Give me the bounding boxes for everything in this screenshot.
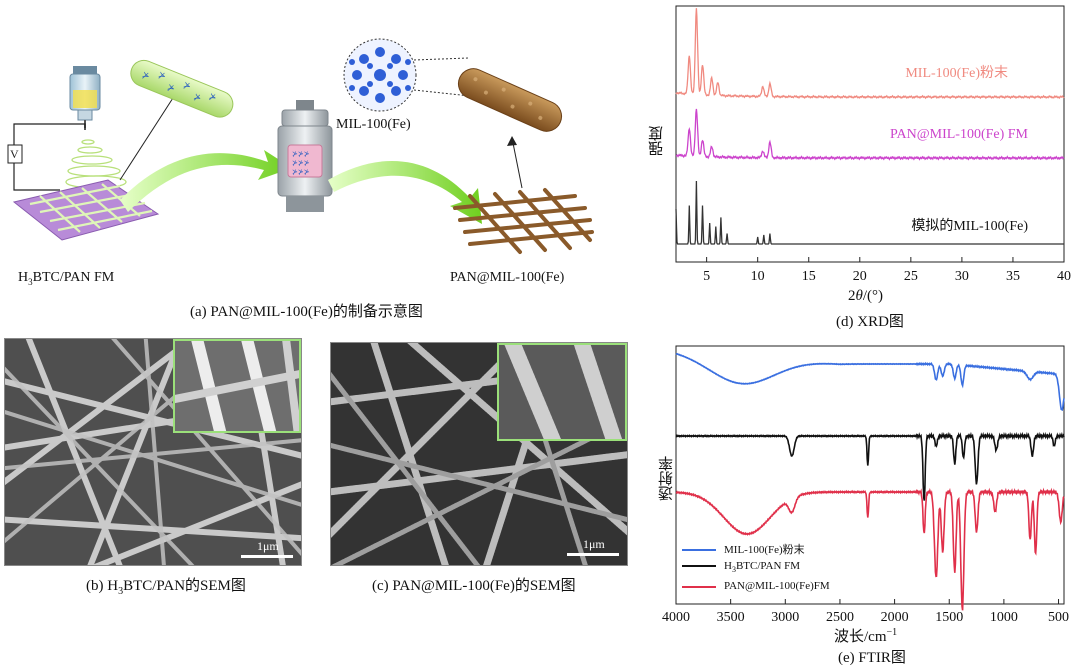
- xrd-xtick-label: 25: [904, 269, 918, 284]
- sem-image-c: 1μm: [330, 342, 628, 566]
- ftir-xtick-label: 1000: [990, 610, 1018, 625]
- xrd-xtick-label: 40: [1057, 269, 1071, 284]
- ftir-xtick-label: 4000: [662, 610, 690, 625]
- ftir-xtick-label: 2500: [826, 610, 854, 625]
- xrd-series-label: 模拟的MIL-100(Fe): [911, 218, 1028, 234]
- ftir-frame: [675, 345, 1065, 605]
- caption-a: (a) PAN@MIL-100(Fe)的制备示意图: [190, 304, 423, 320]
- syringe-icon: [69, 66, 101, 130]
- ftir-ylabel: 透射率: [659, 456, 675, 501]
- xrd-xtick-label: 15: [802, 269, 816, 284]
- xrd-xtick-label: 20: [853, 269, 867, 284]
- xrd-series-line: [675, 108, 1065, 161]
- scale-bar-c: 1μm: [567, 537, 619, 559]
- svg-text:⊁: ⊁: [192, 91, 203, 103]
- xrd-series-label: MIL-100(Fe)粉末: [905, 65, 1008, 81]
- xrd-xtick-label: 10: [751, 269, 765, 284]
- xrd-series-line: [675, 8, 1065, 100]
- ftir-chart: 4000 3500 3000 2500 2000 1500 1000 500 透射率 波长/c…: [640, 340, 1080, 670]
- sem-inset-b: [173, 339, 301, 433]
- fiber-rod-icon: ⊁ ⊁⊁ ⊁⊁ ⊁: [130, 59, 234, 118]
- left-sample-label: H3BTC/PAN FM: [18, 270, 115, 287]
- ftir-series-btc: [675, 431, 1065, 501]
- svg-text:⊁⊁⊁: ⊁⊁⊁: [292, 168, 310, 176]
- xrd-xtick-label: 30: [955, 269, 969, 284]
- voltage-symbol: V: [10, 147, 19, 161]
- xrd-series-label: PAN@MIL-100(Fe) FM: [890, 127, 1029, 142]
- xrd-frame: [675, 5, 1065, 263]
- ftir-plot: 4000 3500 3000 2500 2000 1500 1000 500: [662, 345, 1069, 625]
- legend-item-pan-mof: PAN@MIL-100(Fe)FM: [682, 578, 830, 594]
- ftir-xlabel: 波长/cm−1: [834, 627, 898, 645]
- ftir-xtick-label: 500: [1048, 610, 1069, 625]
- caption-b: (b) H3BTC/PAN的SEM图: [86, 578, 246, 597]
- scale-bar-b: 1μm: [241, 539, 293, 559]
- sem-inset-c: [497, 343, 627, 441]
- process-arrow-1: [120, 150, 292, 212]
- svg-text:⊁: ⊁: [207, 91, 218, 103]
- sem-image-b: 1μm: [4, 338, 302, 566]
- xrd-chart: 5 10 15 20 25 30 35 40 MIL-100(Fe)粉末 PAN@MIL-100(…: [640, 0, 1080, 335]
- xrd-xlabel: 2θ/(°): [848, 288, 884, 304]
- mof-label: MIL-100(Fe): [336, 117, 411, 132]
- svg-text:⊁⊁⊁: ⊁⊁⊁: [292, 150, 310, 158]
- ftir-series-pan-mof: [675, 487, 1065, 611]
- xrd-xtick-label: 35: [1006, 269, 1020, 284]
- panel-a: V: [0, 0, 640, 330]
- process-arrow-2: [328, 160, 482, 224]
- svg-text:⊁: ⊁: [166, 82, 177, 94]
- ftir-series-mof: [675, 352, 1065, 412]
- svg-text:⊁: ⊁: [182, 79, 193, 91]
- xrd-xtick-label: 5: [703, 269, 710, 284]
- caption-d: (d) XRD图: [836, 314, 904, 330]
- legend-item-mof: MIL-100(Fe)粉末: [682, 542, 830, 558]
- ftir-xtick-label: 1500: [935, 610, 963, 625]
- caption-e: (e) FTIR图: [838, 650, 906, 666]
- xrd-ylabel: 强度: [649, 126, 665, 156]
- ftir-xtick-label: 2000: [881, 610, 909, 625]
- ftir-legend: MIL-100(Fe)粉末 H3BTC/PAN FM PAN@MIL-100(F…: [682, 542, 830, 594]
- xrd-plot: 5 10 15 20 25 30 35 40 MIL-100(Fe)粉末 PAN@MIL-100(…: [675, 5, 1071, 284]
- svg-text:⊁: ⊁: [141, 69, 152, 81]
- caption-c: (c) PAN@MIL-100(Fe)的SEM图: [372, 578, 576, 594]
- autoclave-icon: ⊁⊁⊁⊁⊁⊁⊁⊁⊁: [277, 100, 333, 212]
- electrospinning-jet: [65, 139, 127, 189]
- svg-text:⊁: ⊁: [157, 69, 168, 81]
- legend-item-btc: H3BTC/PAN FM: [682, 558, 830, 578]
- svg-text:⊁⊁⊁: ⊁⊁⊁: [292, 159, 310, 167]
- ftir-xtick-label: 3000: [771, 610, 799, 625]
- ftir-xtick-label: 3500: [717, 610, 745, 625]
- mof-structure-icon: [343, 38, 417, 112]
- xrd-series-line: [675, 180, 1064, 245]
- schematic-diagram: V: [7, 38, 594, 254]
- coated-fiber-icon: [457, 68, 563, 132]
- coated-membrane-icon: [453, 188, 594, 254]
- right-sample-label: PAN@MIL-100(Fe): [450, 270, 565, 285]
